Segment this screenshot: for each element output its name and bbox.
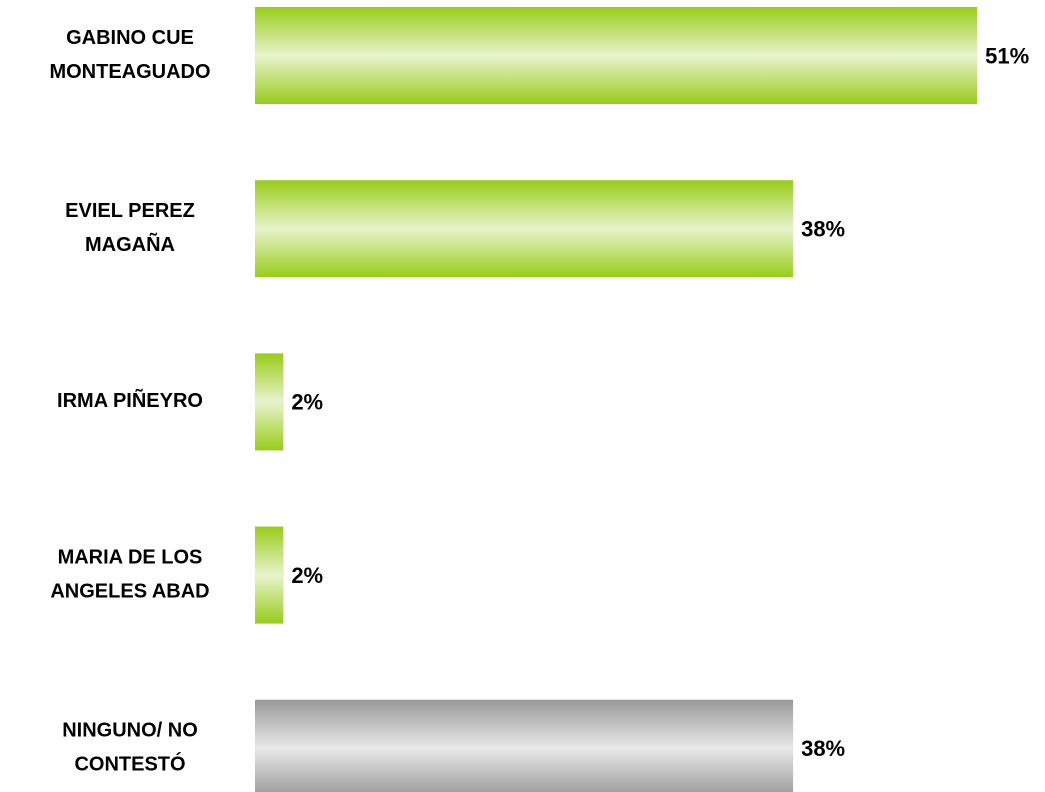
category-label: NINGUNO/ NO: [62, 720, 198, 742]
bar-shine: [255, 353, 284, 451]
category-label: MONTEAGUADO: [49, 61, 210, 83]
category-label: MARIA DE LOS: [58, 546, 203, 568]
category-label: CONTESTÓ: [74, 752, 185, 776]
bar-shine: [255, 699, 794, 792]
value-label: 2%: [291, 390, 323, 415]
value-label: 38%: [801, 736, 845, 761]
category-label: GABINO CUE: [66, 27, 194, 49]
category-label: IRMA PIÑEYRO: [57, 389, 203, 412]
bar-shine: [255, 180, 794, 278]
category-label: MAGAÑA: [85, 233, 175, 256]
value-label: 51%: [985, 43, 1029, 68]
category-label: EVIEL PEREZ: [65, 200, 195, 222]
bar-shine: [255, 526, 284, 624]
bar-shine: [255, 7, 978, 104]
value-label: 2%: [291, 563, 323, 588]
value-label: 38%: [801, 217, 845, 242]
category-label: ANGELES ABAD: [50, 580, 209, 602]
